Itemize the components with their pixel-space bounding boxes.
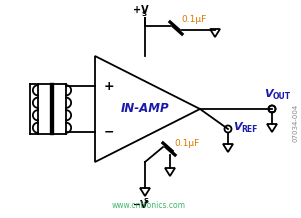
Text: +: + <box>104 80 114 92</box>
Text: OUT: OUT <box>273 92 291 101</box>
Text: −: − <box>104 126 114 138</box>
Text: IN-AMP: IN-AMP <box>121 102 169 116</box>
Text: REF: REF <box>241 124 257 133</box>
Text: −V: −V <box>133 200 149 210</box>
Text: V: V <box>233 122 242 132</box>
Text: 0.1μF: 0.1μF <box>174 139 199 148</box>
Text: S: S <box>142 11 147 17</box>
Text: V: V <box>264 89 273 99</box>
Text: 07034-004: 07034-004 <box>292 104 298 142</box>
Text: www.cntronics.com: www.cntronics.com <box>112 201 186 210</box>
Text: 0.1μF: 0.1μF <box>181 15 206 24</box>
Text: +V: +V <box>133 5 149 15</box>
Text: S: S <box>143 198 148 204</box>
